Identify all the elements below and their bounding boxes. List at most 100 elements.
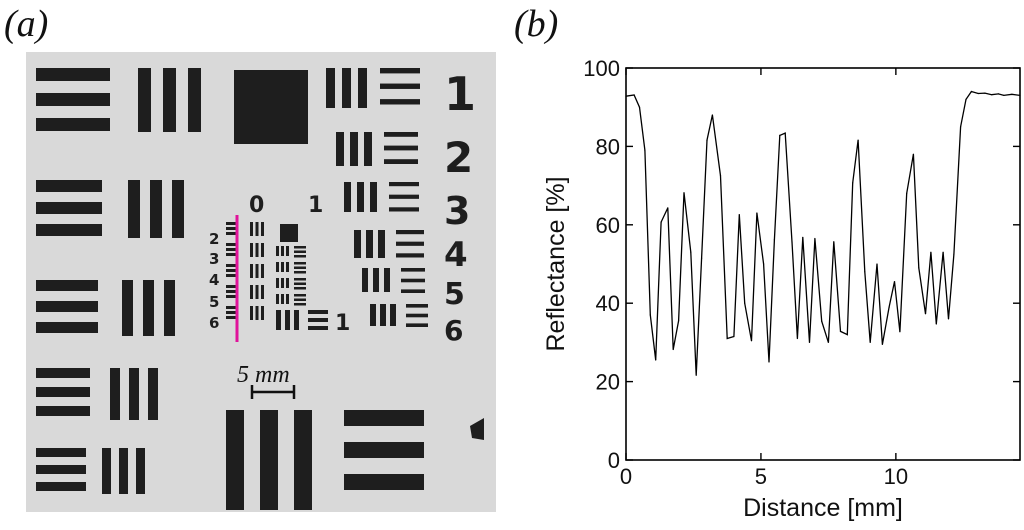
micro-h-3-bar (294, 303, 306, 306)
small-left-number-3: 3 (209, 250, 219, 268)
micro-h-1-bar (294, 262, 306, 265)
bottom-h-bar (344, 410, 424, 426)
data-point (625, 95, 627, 97)
plot-frame (625, 67, 1021, 461)
data-point (744, 302, 746, 304)
data-point (791, 241, 793, 243)
right-h-1-bar (380, 68, 420, 74)
data-point (1003, 94, 1005, 96)
large-h-3-bar (36, 322, 98, 333)
micro-v-2-bar (281, 278, 284, 288)
small-h-1-bar (308, 318, 328, 322)
mini-v-1-bar (261, 243, 264, 257)
mini-h-3-bar (226, 285, 238, 288)
data-point (997, 93, 999, 95)
mini-h-2-bar (226, 269, 238, 272)
panel-b-label: (b) (514, 3, 559, 45)
data-point (930, 251, 932, 253)
small-left-number-5: 5 (209, 293, 219, 311)
resolution-target-image: 1 2 3 4 5 6 0 1 2 3 4 5 6 1 5 mm (26, 52, 496, 512)
x-tick-label: 0 (620, 464, 632, 489)
data-point (876, 263, 878, 265)
data-point (649, 314, 651, 316)
micro-v-0-bar (281, 246, 284, 256)
y-tick-label: 60 (596, 213, 620, 238)
micro-v-0-bar (276, 246, 279, 256)
data-point (1019, 94, 1021, 96)
large-h-4-bar (36, 387, 90, 397)
data-point (960, 126, 962, 128)
data-point (796, 337, 798, 340)
data-point (784, 132, 786, 134)
data-point (991, 94, 993, 96)
data-point (738, 214, 740, 216)
data-point (633, 94, 635, 96)
large-v-1-bar (138, 68, 151, 132)
bottom-h-bar (344, 442, 424, 458)
right-v-5-bar (362, 268, 368, 292)
mini-h-4-bar (226, 316, 238, 319)
small-v-1-bar (285, 310, 290, 330)
data-point (750, 340, 753, 342)
mini-h-1-bar (226, 248, 238, 251)
mini-h-3-bar (226, 290, 238, 293)
mini-v-3-bar (255, 285, 259, 299)
target-group-labels: 1 2 3 4 5 6 0 1 2 3 4 5 6 1 (209, 67, 476, 347)
target-bar-patterns (36, 68, 484, 510)
right-h-2-bar (384, 145, 418, 151)
data-point (683, 192, 685, 194)
large-h-2-bar (36, 202, 102, 214)
micro-v-1-bar (281, 262, 284, 272)
data-point (839, 330, 842, 332)
right-v-3-bar (370, 182, 377, 212)
large-v-3-bar (122, 280, 133, 336)
small-left-number-6: 6 (209, 314, 219, 332)
micro-h-1-bar (294, 266, 306, 269)
reference-square (234, 70, 308, 144)
right-v-5-bar (373, 268, 379, 292)
right-v-1-bar (326, 68, 335, 108)
data-point (821, 320, 823, 322)
large-h-1-bar (36, 118, 110, 131)
large-h-4-bar (36, 406, 90, 416)
y-tick-label: 40 (596, 291, 620, 316)
large-v-5-bar (119, 448, 128, 494)
large-h-1-bar (36, 93, 110, 106)
right-v-2-bar (350, 132, 358, 166)
data-point (977, 92, 979, 95)
small-left-number-4: 4 (209, 271, 219, 289)
data-point (953, 253, 955, 255)
right-h-2-bar (384, 159, 418, 164)
data-point (888, 306, 890, 308)
data-point (779, 134, 781, 136)
right-h-1-bar (380, 99, 420, 105)
group-header-0: 0 (249, 193, 264, 218)
right-h-4-bar (396, 230, 424, 235)
data-point (947, 318, 950, 320)
data-point (864, 271, 866, 273)
mini-h-4-bar (226, 311, 238, 314)
right-h-6-bar (406, 313, 428, 318)
mini-v-0-bar (250, 222, 253, 236)
right-h-3-bar (389, 182, 419, 187)
y-axis-title: Reflectance [%] (542, 176, 570, 351)
large-group-number-4: 4 (444, 235, 468, 275)
data-point (942, 251, 944, 253)
large-h-5-bar (36, 448, 86, 457)
right-v-3-bar (344, 182, 351, 212)
small-right-number-1: 1 (335, 311, 350, 336)
mini-v-2-bar (250, 264, 253, 278)
right-v-3-bar (357, 182, 364, 212)
large-v-1-bar (163, 68, 176, 132)
micro-v-3-bar (276, 294, 279, 304)
small-v-1-bar (276, 310, 281, 330)
mini-h-2-bar (226, 264, 238, 267)
bottom-v-bar (260, 410, 278, 510)
y-tick-label: 0 (608, 448, 620, 473)
data-point (706, 139, 708, 141)
data-point (965, 98, 967, 100)
data-point (970, 90, 972, 93)
right-h-4-bar (396, 241, 424, 246)
panel-a-label: (a) (4, 3, 49, 45)
right-v-4-bar (354, 230, 361, 258)
